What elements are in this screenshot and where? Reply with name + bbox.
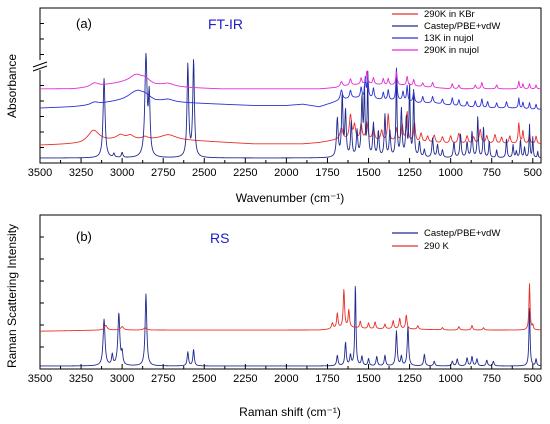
ftir-title: FT-IR	[208, 16, 243, 32]
raman-x-ticks: 3500 3250 3000 2750 2500 2250 2000 1750 1500 1250…	[28, 364, 542, 385]
raman-x-tick-label: 750	[483, 373, 501, 385]
raman-title: RS	[210, 230, 229, 246]
legend-label-290k: 290 K	[424, 241, 449, 252]
ftir-x-tick-label: 2750	[151, 167, 175, 179]
raman-y-axis-label: Raman Scattering Intensity	[5, 224, 19, 368]
raman-x-tick-label: 2000	[274, 373, 298, 385]
raman-y-ticks	[40, 236, 44, 348]
ftir-x-ticks: 3500 3250 3000 2750 2500 2250 2000 1750 1500 1250…	[28, 158, 542, 179]
ftir-legend: 290K in KBr Castep/PBE+vdW 13K in nujol …	[392, 9, 500, 56]
raman-series-lines	[39, 283, 542, 367]
ftir-series-line-0	[39, 110, 542, 146]
legend-label-castep-a: Castep/PBE+vdW	[424, 21, 500, 32]
ftir-x-tick-label: 500	[524, 167, 542, 179]
ftir-x-tick-label: 2250	[233, 167, 257, 179]
raman-x-tick-label: 3000	[110, 373, 134, 385]
ftir-panel-label: (a)	[76, 16, 92, 31]
raman-x-tick-label: 1750	[315, 373, 339, 385]
raman-x-tick-label: 3250	[69, 373, 93, 385]
ftir-x-tick-label: 3500	[28, 167, 52, 179]
ftir-x-tick-label: 1500	[356, 167, 380, 179]
ftir-x-tick-label: 1250	[397, 167, 421, 179]
raman-legend: Castep/PBE+vdW 290 K	[392, 228, 500, 252]
raman-series-line-1	[39, 283, 542, 332]
ftir-x-tick-label: 2500	[192, 167, 216, 179]
raman-x-tick-label: 1250	[397, 373, 421, 385]
raman-x-tick-label: 3500	[28, 373, 52, 385]
raman-series-line-0	[39, 285, 542, 367]
raman-x-tick-label: 1500	[356, 373, 380, 385]
raman-x-tick-label: 500	[524, 373, 542, 385]
raman-x-axis-label: Raman shift (cm⁻¹)	[239, 405, 341, 419]
ftir-series-lines	[39, 52, 542, 159]
ftir-x-tick-label: 3000	[110, 167, 134, 179]
ftir-panel: 3500 3250 3000 2750 2500 2250 2000 1750 1500 1250…	[5, 7, 542, 205]
ftir-y-axis-label: Absorbance	[5, 54, 19, 118]
ftir-series-line-2	[39, 67, 542, 110]
raman-panel: 3500 3250 3000 2750 2500 2250 2000 1750 1500 1250…	[5, 214, 542, 419]
ftir-x-tick-label: 2000	[274, 167, 298, 179]
raman-x-tick-label: 2250	[233, 373, 257, 385]
ftir-x-axis-label: Wavenumber (cm⁻¹)	[236, 191, 345, 205]
ftir-y-ticks	[40, 23, 44, 148]
legend-label-castep-b: Castep/PBE+vdW	[424, 228, 500, 239]
axis-break-mark	[32, 60, 48, 72]
ftir-series-line-1	[39, 52, 542, 159]
raman-panel-label: (b)	[76, 229, 92, 244]
ftir-x-tick-label: 1000	[438, 167, 462, 179]
ftir-x-tick-label: 750	[483, 167, 501, 179]
legend-label-290k-kbr: 290K in KBr	[424, 9, 475, 20]
raman-x-tick-label: 1000	[438, 373, 462, 385]
raman-x-tick-label: 2500	[192, 373, 216, 385]
legend-label-13k-nujol: 13K in nujol	[424, 33, 474, 44]
legend-label-290k-nujol: 290K in nujol	[424, 45, 479, 56]
ftir-x-tick-label: 1750	[315, 167, 339, 179]
ftir-x-tick-label: 3250	[69, 167, 93, 179]
ftir-series-line-3	[39, 70, 542, 90]
raman-plot-frame	[39, 214, 542, 370]
raman-x-tick-label: 2750	[151, 373, 175, 385]
